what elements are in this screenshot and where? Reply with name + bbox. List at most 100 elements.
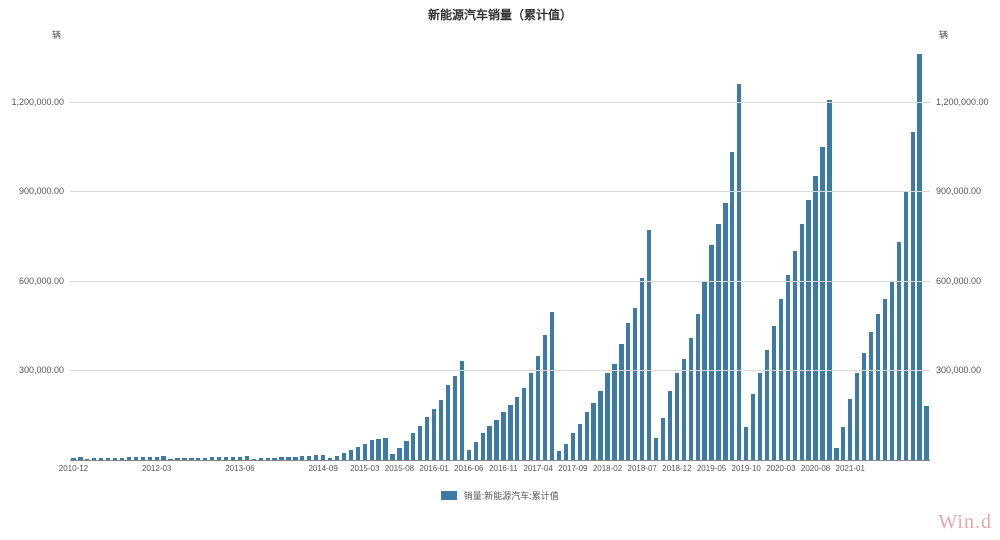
bar xyxy=(106,458,110,460)
bar xyxy=(356,447,360,460)
bar xyxy=(300,456,304,460)
xtick: 2016-06 xyxy=(454,460,483,473)
bar xyxy=(605,373,609,460)
bar xyxy=(189,458,193,460)
bar xyxy=(425,417,429,460)
bar xyxy=(196,458,200,460)
bar xyxy=(175,458,179,460)
xtick: 2013-06 xyxy=(225,460,254,473)
xtick: 2018-12 xyxy=(662,460,691,473)
bar xyxy=(99,458,103,460)
bar xyxy=(286,457,290,460)
gridline xyxy=(70,102,930,103)
xtick: 2014-09 xyxy=(308,460,337,473)
bar xyxy=(661,418,665,460)
y-axis-unit-right: 辆 xyxy=(939,28,948,41)
ytick-right: 300,000.00 xyxy=(930,365,981,375)
bar xyxy=(279,457,283,460)
bar xyxy=(494,420,498,460)
bar xyxy=(862,353,866,460)
bar xyxy=(543,335,547,460)
bar xyxy=(917,54,921,460)
bar xyxy=(501,412,505,460)
bar xyxy=(467,450,471,460)
bar xyxy=(349,450,353,460)
bar xyxy=(834,448,838,460)
bar xyxy=(134,457,138,460)
bar xyxy=(293,457,297,460)
gridline xyxy=(70,281,930,282)
bar xyxy=(682,359,686,461)
xtick: 2021-01 xyxy=(836,460,865,473)
ytick-left: 600,000.00 xyxy=(19,276,70,286)
bar xyxy=(772,326,776,460)
bar xyxy=(515,397,519,460)
bar xyxy=(404,441,408,460)
bar xyxy=(855,373,859,460)
bar xyxy=(411,433,415,460)
bar xyxy=(806,200,810,460)
bar xyxy=(779,299,783,460)
bar xyxy=(585,412,589,460)
legend: 销量:新能源汽车:累计值 xyxy=(0,489,1000,502)
chart-title: 新能源汽车销量（累计值） xyxy=(0,6,1000,23)
bar xyxy=(564,444,568,460)
bar xyxy=(723,203,727,460)
bar xyxy=(869,332,873,460)
bar xyxy=(481,433,485,460)
bar xyxy=(758,373,762,460)
bar xyxy=(127,457,131,460)
bar xyxy=(259,458,263,460)
xtick: 2012-03 xyxy=(142,460,171,473)
gridline xyxy=(70,191,930,192)
bar xyxy=(612,364,616,460)
ytick-right: 900,000.00 xyxy=(930,186,981,196)
bar xyxy=(883,299,887,460)
bar xyxy=(696,314,700,460)
xtick: 2017-04 xyxy=(523,460,552,473)
bar xyxy=(730,152,734,460)
ytick-left: 1,200,000.00 xyxy=(11,97,70,107)
bar xyxy=(800,224,804,460)
bar xyxy=(418,426,422,460)
bar xyxy=(841,427,845,460)
watermark: Win.d xyxy=(938,511,992,534)
bar xyxy=(647,230,651,460)
bar xyxy=(446,385,450,460)
bar xyxy=(487,426,491,460)
bar xyxy=(737,84,741,460)
bar xyxy=(397,448,401,460)
bar xyxy=(751,394,755,460)
bar xyxy=(550,312,554,460)
bar xyxy=(120,458,124,460)
bar xyxy=(432,409,436,460)
xtick: 2016-11 xyxy=(489,460,518,473)
xtick: 2015-08 xyxy=(385,460,414,473)
ytick-left: 900,000.00 xyxy=(19,186,70,196)
bar xyxy=(744,427,748,460)
gridline xyxy=(70,370,930,371)
bar xyxy=(113,458,117,460)
bar xyxy=(203,458,207,460)
bar xyxy=(272,458,276,460)
bar xyxy=(675,373,679,460)
xtick: 2018-02 xyxy=(593,460,622,473)
bar xyxy=(716,224,720,460)
bar xyxy=(529,373,533,460)
xtick: 2019-10 xyxy=(732,460,761,473)
bar xyxy=(911,132,915,460)
bar xyxy=(557,451,561,460)
bar xyxy=(182,458,186,460)
bar xyxy=(765,350,769,460)
bar xyxy=(363,444,367,460)
xtick: 2016-01 xyxy=(419,460,448,473)
bar xyxy=(578,424,582,460)
bar xyxy=(793,251,797,460)
ytick-left: 300,000.00 xyxy=(19,365,70,375)
xtick: 2015-03 xyxy=(350,460,379,473)
bar xyxy=(383,438,387,460)
bar xyxy=(439,400,443,460)
bar xyxy=(876,314,880,460)
bar xyxy=(820,147,824,461)
bar xyxy=(92,458,96,460)
